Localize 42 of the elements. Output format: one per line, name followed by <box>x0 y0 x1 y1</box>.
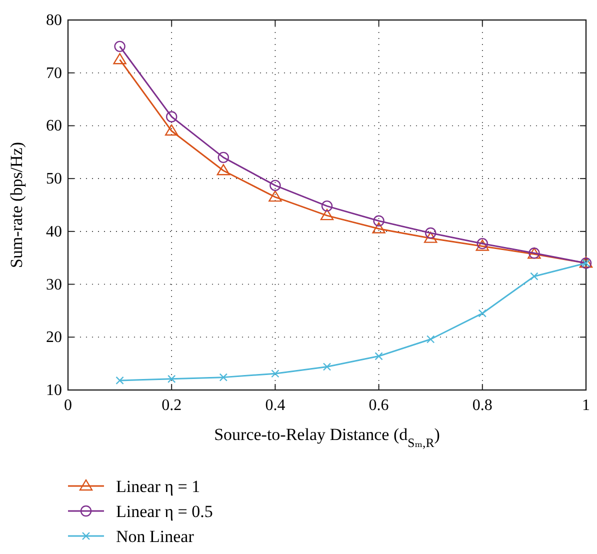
point <box>114 40 126 52</box>
point <box>218 152 229 164</box>
point <box>321 200 333 212</box>
x-tick-label: 0.6 <box>368 397 389 414</box>
point <box>268 190 282 202</box>
x-tick-label: 0 <box>64 397 72 414</box>
legend-label: Linear η = 1 <box>116 477 200 496</box>
point <box>372 222 386 234</box>
point <box>530 272 538 280</box>
x-axis-title: Source-to-Relay Distance (d$_{Sₘ,R}$) <box>214 425 440 450</box>
point <box>322 362 332 371</box>
y-tick-label: 60 <box>46 118 62 135</box>
point <box>219 373 228 382</box>
point <box>320 208 334 220</box>
legend-label: Non Linear <box>116 527 194 546</box>
y-tick-label: 80 <box>46 12 62 29</box>
x-tick-label: 0.8 <box>472 397 492 414</box>
point <box>426 335 435 344</box>
y-tick-label: 20 <box>46 329 62 346</box>
y-tick-label: 30 <box>46 276 62 294</box>
x-tick-label: 0.4 <box>265 397 286 414</box>
point <box>113 53 126 64</box>
point <box>271 370 280 378</box>
y-tick-label: 10 <box>46 382 62 399</box>
y-tick-label: 70 <box>46 64 62 82</box>
y-tick-label: 50 <box>46 170 62 188</box>
point <box>116 376 124 385</box>
x-tick-label: 1 <box>582 397 590 414</box>
legend-label: Linear η = 0.5 <box>116 502 213 521</box>
point <box>424 232 438 243</box>
point <box>168 374 176 383</box>
point <box>270 180 281 192</box>
point <box>216 164 230 176</box>
point <box>425 227 436 239</box>
point <box>374 352 383 360</box>
x-tick-label: 0.2 <box>162 397 182 414</box>
point <box>373 215 384 226</box>
y-tick-label: 40 <box>46 223 62 240</box>
point <box>165 124 178 136</box>
point <box>166 111 178 122</box>
point <box>478 309 486 318</box>
y-axis-title: Sum-rate (bps/Hz) <box>7 142 26 268</box>
